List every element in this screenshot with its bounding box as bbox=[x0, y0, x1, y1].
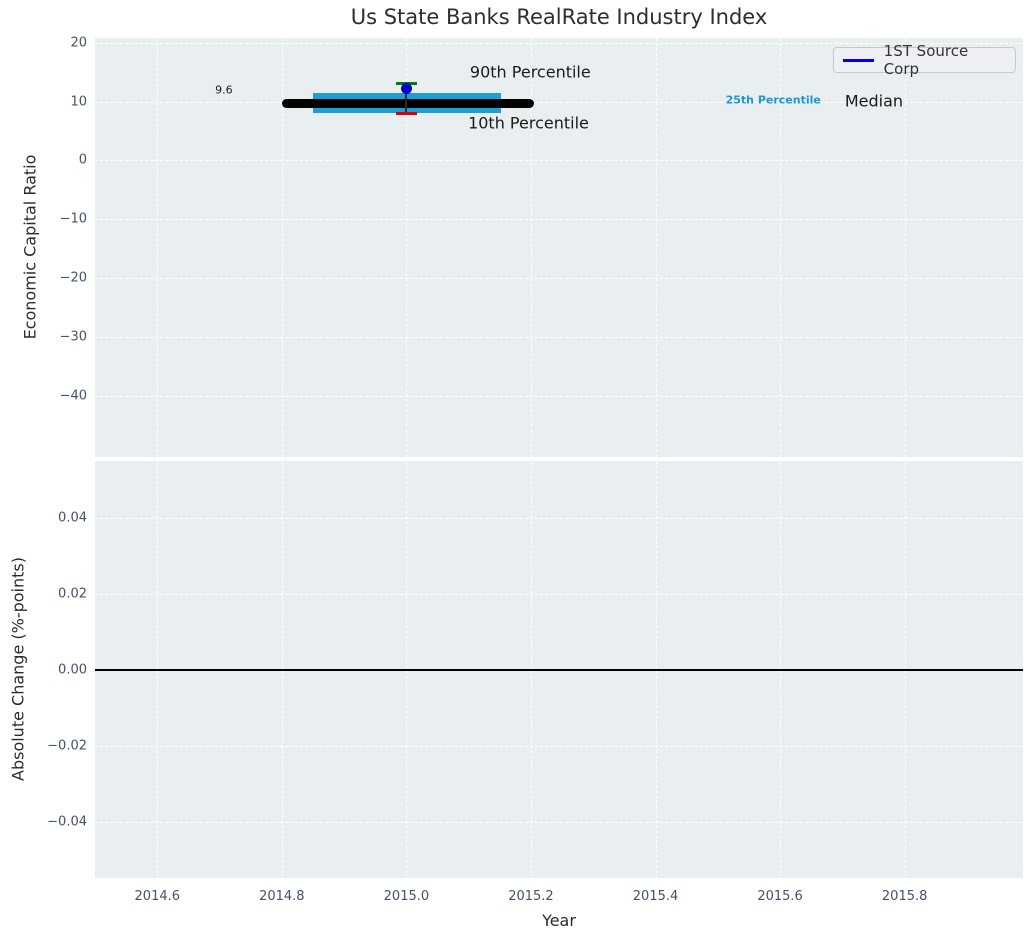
annotation-median: Median bbox=[844, 91, 904, 111]
x-gridline bbox=[157, 38, 159, 457]
x-gridline bbox=[281, 38, 283, 457]
y-tick-label: 0.02 bbox=[58, 586, 87, 602]
x-gridline bbox=[530, 38, 532, 457]
y-tick-label: −30 bbox=[59, 329, 87, 345]
x-tick-label: 2015.0 bbox=[383, 889, 430, 904]
y-gridline bbox=[95, 160, 1023, 162]
company-point bbox=[400, 83, 412, 95]
x-tick-label: 2015.6 bbox=[757, 889, 803, 904]
x-gridline bbox=[406, 38, 408, 457]
y-gridline bbox=[95, 101, 1023, 103]
zero-line bbox=[95, 669, 1023, 672]
legend-line-swatch bbox=[843, 58, 874, 62]
bottom-y-axis-label: Absolute Change (%-points) bbox=[8, 557, 28, 781]
y-gridline bbox=[95, 278, 1023, 280]
y-tick-label: −0.02 bbox=[47, 738, 87, 754]
y-gridline bbox=[95, 42, 1023, 44]
x-tick-label: 2015.8 bbox=[881, 889, 928, 904]
legend: 1ST Source Corp bbox=[833, 42, 1016, 78]
annotation-90th-percentile: 90th Percentile bbox=[469, 62, 591, 82]
y-tick-label: −10 bbox=[59, 211, 87, 227]
top-plot-area: 9.6 90th Percentile 10th Percentile 25th Pe… bbox=[95, 38, 1023, 457]
median-line bbox=[281, 99, 535, 109]
x-tick-label: 2014.8 bbox=[259, 889, 305, 904]
x-gridline bbox=[655, 38, 657, 457]
annotation-25th-percentile: 25th Percentile bbox=[725, 93, 821, 107]
annotation-10th-percentile: 10th Percentile bbox=[468, 113, 589, 133]
y-gridline bbox=[95, 336, 1023, 338]
y-gridline bbox=[95, 746, 1023, 748]
top-y-axis-label: Economic Capital Ratio bbox=[20, 154, 40, 340]
legend-label: 1ST Source Corp bbox=[883, 42, 969, 78]
bottom-plot-area bbox=[95, 461, 1023, 878]
y-tick-label: −40 bbox=[59, 388, 87, 404]
y-gridline bbox=[95, 219, 1023, 221]
y-tick-label: 20 bbox=[70, 35, 87, 51]
y-gridline bbox=[95, 822, 1023, 824]
chart-title: Us State Banks RealRate Industry Index bbox=[350, 5, 768, 29]
y-gridline bbox=[95, 594, 1023, 596]
errorbar-cap-low bbox=[395, 112, 417, 116]
x-tick-label: 2014.6 bbox=[134, 889, 181, 904]
x-tick-label: 2015.4 bbox=[632, 889, 679, 904]
y-gridline bbox=[95, 395, 1023, 397]
y-tick-label: −0.04 bbox=[47, 814, 87, 830]
y-tick-label: 0.04 bbox=[58, 510, 87, 526]
y-gridline bbox=[95, 518, 1023, 520]
y-tick-label: 0.00 bbox=[58, 662, 87, 678]
y-tick-label: 0 bbox=[78, 152, 87, 168]
x-gridline bbox=[780, 38, 782, 457]
x-tick-label: 2015.2 bbox=[508, 889, 554, 904]
y-tick-label: 10 bbox=[70, 94, 87, 110]
annotation-9-6: 9.6 bbox=[215, 83, 233, 97]
x-gridline bbox=[904, 38, 906, 457]
y-tick-label: −20 bbox=[59, 270, 87, 286]
x-axis-label: Year bbox=[542, 911, 576, 930]
percentile-errorbar-line bbox=[405, 83, 408, 114]
